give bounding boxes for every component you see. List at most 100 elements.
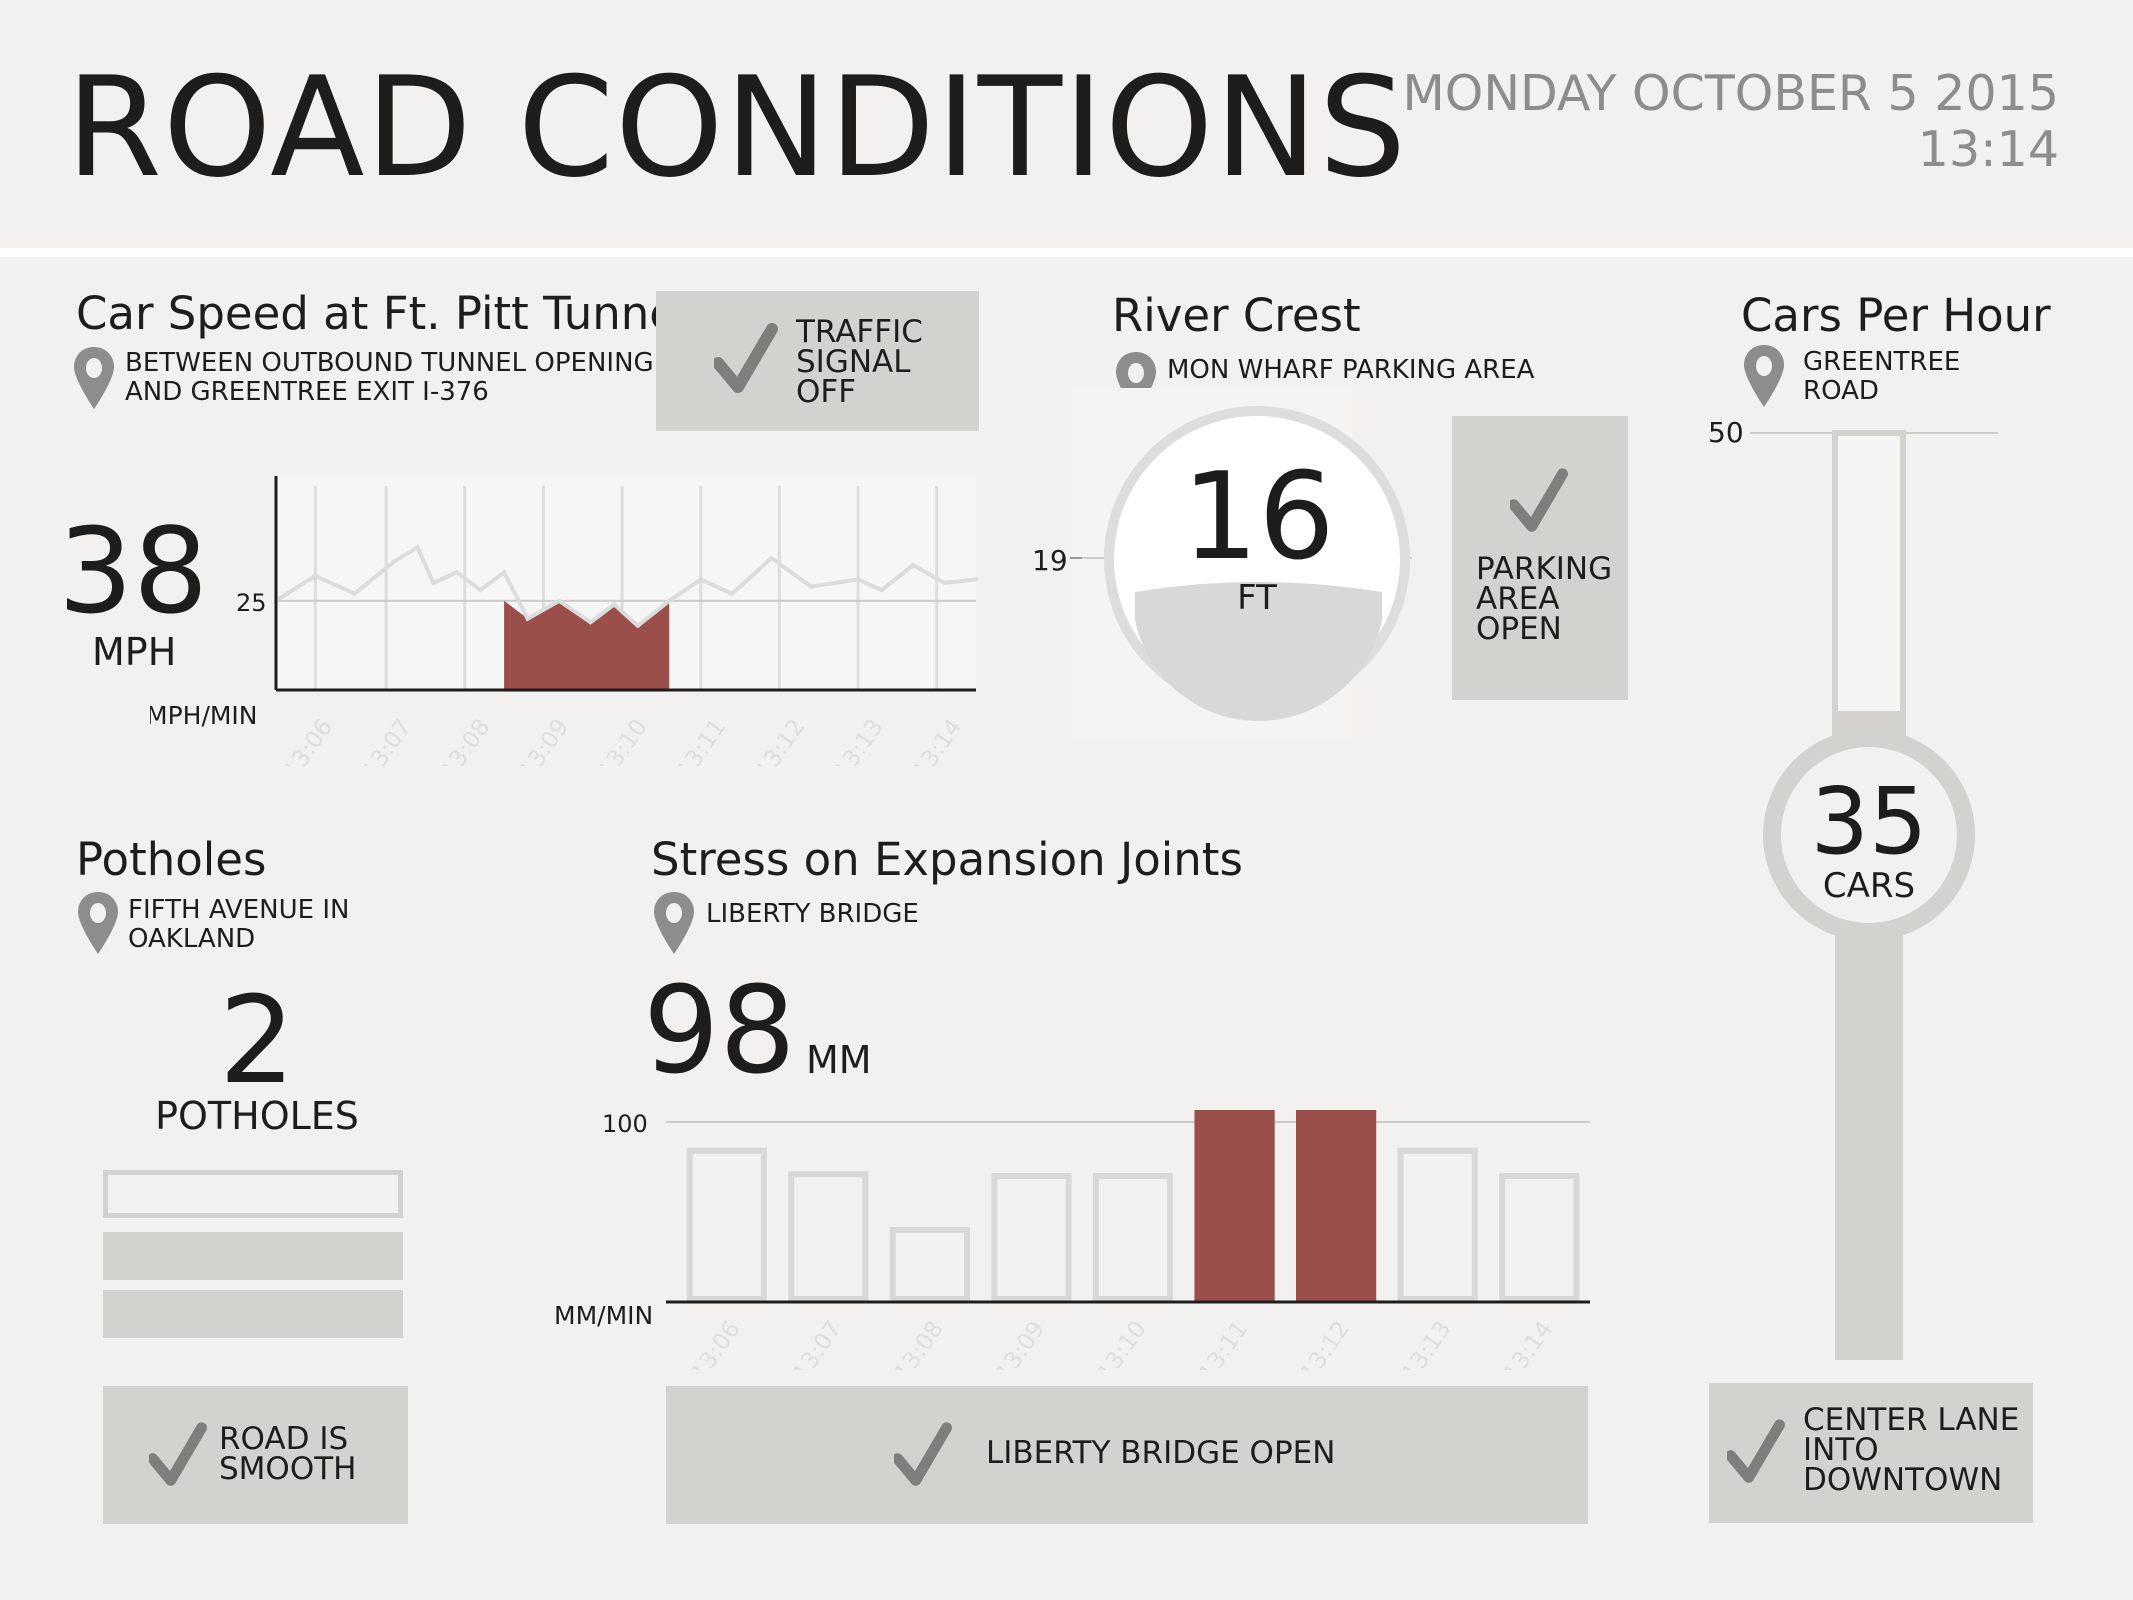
header: ROAD CONDITIONS MONDAY OCTOBER 5 2015 13… bbox=[0, 0, 2133, 248]
x-tick-label: 13:14 bbox=[908, 715, 967, 766]
x-tick-label: 13:10 bbox=[1093, 1317, 1152, 1370]
stress-bar bbox=[788, 1171, 869, 1302]
x-tick-label: 13:11 bbox=[1194, 1317, 1253, 1370]
crest-threshold-label: 19 bbox=[1032, 544, 1068, 577]
stress-unit: MM bbox=[806, 1038, 872, 1082]
river-crest-unit: FT bbox=[1237, 578, 1277, 618]
time-text: 13:14 bbox=[1917, 121, 2059, 178]
potholes-location: FIFTH AVENUE IN OAKLAND bbox=[128, 896, 349, 954]
pothole-level-cell bbox=[103, 1290, 403, 1338]
x-tick-label: 13:07 bbox=[358, 715, 417, 766]
threshold-label: 25 bbox=[236, 589, 267, 617]
x-tick-label: 13:13 bbox=[829, 715, 888, 766]
car-speed-location: BETWEEN OUTBOUND TUNNEL OPENING AND GREE… bbox=[125, 349, 654, 407]
y-axis-label: MM/MIN bbox=[554, 1301, 653, 1330]
alert-area bbox=[504, 600, 670, 690]
speed-unit: MPH bbox=[92, 630, 177, 674]
speed-point bbox=[525, 616, 530, 621]
x-tick-label: 13:13 bbox=[1397, 1317, 1456, 1370]
cars-max-label: 50 bbox=[1708, 416, 1744, 449]
pothole-level-cell bbox=[103, 1170, 403, 1218]
location-pin-icon bbox=[654, 892, 694, 954]
cars-unit: CARS bbox=[1822, 866, 1916, 906]
x-tick-label: 13:10 bbox=[594, 715, 653, 766]
gauge-water-level bbox=[1135, 582, 1382, 722]
date-time: MONDAY OCTOBER 5 2015 13:14 bbox=[1402, 66, 2059, 178]
speed-point bbox=[415, 545, 420, 550]
header-divider bbox=[0, 248, 2133, 257]
status-text: TRAFFIC SIGNAL OFF bbox=[796, 314, 923, 410]
river-gauge bbox=[1070, 388, 1412, 738]
speed-point bbox=[730, 591, 735, 596]
speed-point bbox=[942, 581, 947, 585]
location-line: AND GREENTREE EXIT I-376 bbox=[125, 377, 489, 407]
x-tick-label: 13:09 bbox=[991, 1317, 1050, 1370]
x-tick-label: 13:08 bbox=[889, 1317, 948, 1370]
stress-bar bbox=[1194, 1110, 1275, 1302]
expansion-joints-title: Stress on Expansion Joints bbox=[651, 833, 1243, 886]
car-speed-title: Car Speed at Ft. Pitt Tunnel bbox=[76, 287, 690, 340]
liberty-bridge-status: LIBERTY BRIDGE OPEN bbox=[666, 1386, 1588, 1524]
stress-bar bbox=[1295, 1110, 1377, 1302]
speed-point bbox=[667, 598, 672, 603]
status-text: PARKING AREA OPEN bbox=[1476, 551, 1613, 647]
speed-value: 38 bbox=[58, 502, 209, 640]
location-pin-icon bbox=[78, 892, 118, 954]
speed-point bbox=[478, 588, 483, 593]
location-line: OAKLAND bbox=[128, 924, 256, 954]
location-line: BETWEEN OUTBOUND TUNNEL OPENING bbox=[125, 348, 654, 378]
stress-value: 98 bbox=[643, 962, 796, 1101]
speed-point bbox=[431, 581, 436, 585]
speed-point bbox=[352, 591, 357, 596]
status-text: ROAD IS SMOOTH bbox=[219, 1421, 357, 1487]
speed-point bbox=[808, 584, 813, 589]
y-axis-label: MPH/MIN bbox=[150, 701, 258, 730]
x-tick-label: 13:06 bbox=[279, 715, 338, 766]
river-crest-title: River Crest bbox=[1112, 289, 1361, 342]
speed-point bbox=[502, 570, 507, 575]
x-tick-label: 13:09 bbox=[515, 715, 574, 766]
speed-chart: 25 MPH/MIN 13:06 13:07 13:08 13:09 13:10 13:11 1… bbox=[150, 476, 978, 766]
x-tick-label: 13:11 bbox=[672, 715, 731, 766]
speed-point bbox=[588, 620, 593, 625]
location-line: GREENTREE bbox=[1803, 347, 1961, 377]
speed-point bbox=[391, 559, 396, 564]
pothole-level bbox=[103, 1170, 409, 1340]
pothole-level-cell bbox=[103, 1232, 403, 1280]
thermo-bulb-inner bbox=[1781, 747, 1957, 923]
parking-area-status: PARKING AREA OPEN bbox=[1452, 416, 1628, 700]
potholes-title: Potholes bbox=[76, 833, 267, 886]
page-title: ROAD CONDITIONS bbox=[66, 47, 1408, 208]
traffic-signal-status: TRAFFIC SIGNAL OFF bbox=[656, 291, 979, 431]
speed-point bbox=[879, 588, 884, 593]
location-line: FIFTH AVENUE IN bbox=[128, 895, 350, 925]
x-tick-label: 13:12 bbox=[751, 715, 810, 766]
stress-bar bbox=[1397, 1147, 1478, 1302]
center-lane-status: CENTER LANE INTO DOWNTOWN bbox=[1709, 1383, 2033, 1523]
x-tick-label: 13:07 bbox=[788, 1317, 847, 1370]
river-crest-value: 16 bbox=[1182, 448, 1335, 587]
location-line: ROAD bbox=[1803, 376, 1879, 406]
check-icon bbox=[1510, 468, 1568, 532]
x-tick-label: 13:08 bbox=[436, 715, 495, 766]
check-icon bbox=[894, 1422, 952, 1486]
check-icon bbox=[714, 323, 778, 393]
speed-point bbox=[612, 602, 617, 607]
location-pin-icon bbox=[1744, 345, 1784, 407]
status-text: LIBERTY BRIDGE OPEN bbox=[986, 1435, 1336, 1471]
speed-point bbox=[832, 581, 837, 585]
x-tick-label: 13:12 bbox=[1296, 1317, 1355, 1370]
threshold-label: 100 bbox=[602, 1110, 648, 1138]
check-icon bbox=[1727, 1419, 1785, 1483]
date-text: MONDAY OCTOBER 5 2015 bbox=[1402, 65, 2059, 122]
location-pin-icon bbox=[74, 347, 114, 409]
x-tick-label: 13:06 bbox=[686, 1317, 745, 1370]
speed-point bbox=[635, 623, 640, 628]
speed-point bbox=[557, 598, 562, 603]
check-icon bbox=[149, 1422, 207, 1486]
cars-per-hour-location: GREENTREE ROAD bbox=[1803, 348, 1960, 406]
speed-point bbox=[313, 573, 318, 578]
status-text: CENTER LANE INTO DOWNTOWN bbox=[1803, 1402, 2020, 1498]
stress-bar bbox=[1092, 1173, 1174, 1302]
